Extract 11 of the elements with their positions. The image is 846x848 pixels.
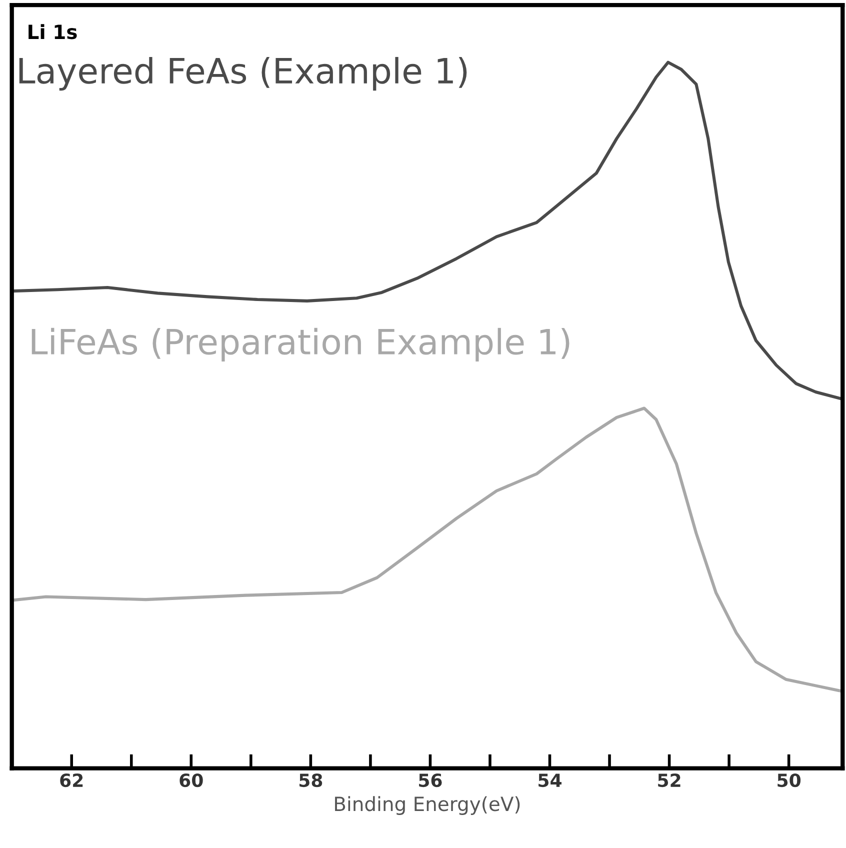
x-tick-label: 50	[778, 773, 801, 788]
x-tick-label: 54	[538, 774, 562, 788]
text: LiFeAs (Preparation Example 1)	[32, 328, 570, 362]
x-tick-label: 60	[180, 773, 203, 788]
x-tick-label: 56	[419, 773, 442, 788]
x-tick-label: 62	[60, 773, 83, 788]
text: Li 1s	[28, 24, 77, 40]
x-axis-title: Binding Energy(eV)	[335, 796, 520, 815]
text: Layered FeAs (Example 1)	[19, 56, 467, 91]
x-tick-label: 58	[300, 773, 322, 788]
x-tick-label: 52	[658, 773, 680, 788]
